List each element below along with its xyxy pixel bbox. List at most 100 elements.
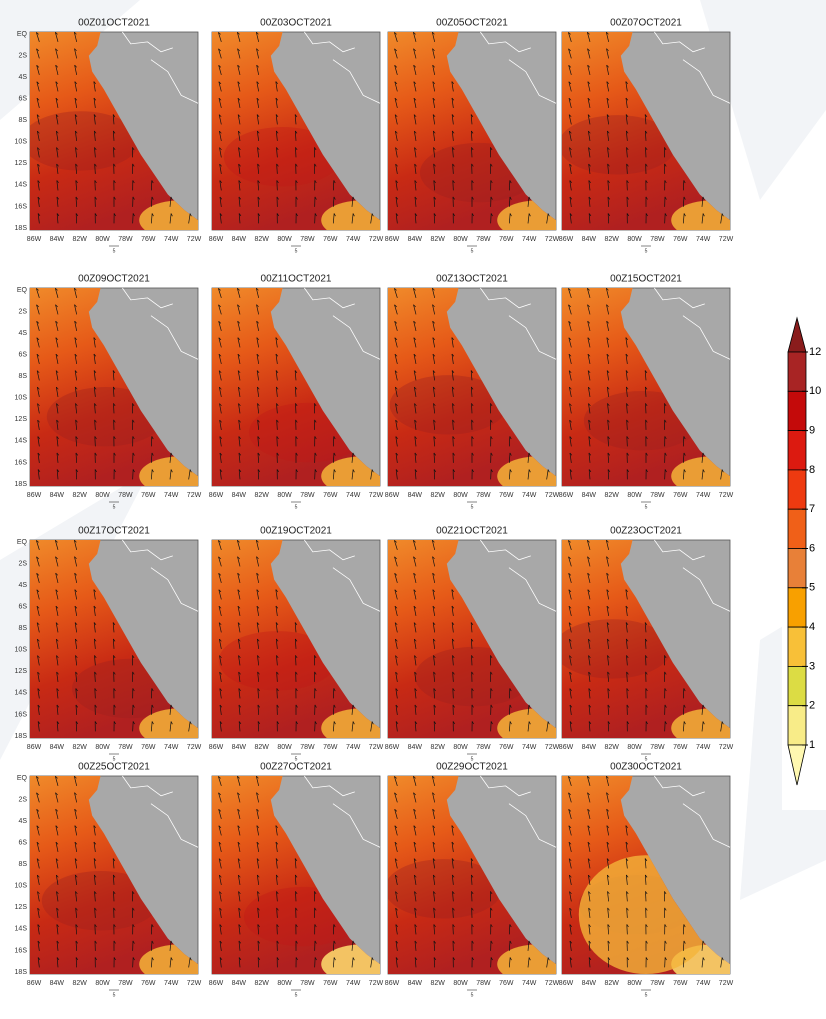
colorbar-label: 5 (809, 582, 815, 594)
x-tick-label: 72W (187, 980, 202, 987)
x-tick-label: 76W (323, 492, 338, 499)
x-tick-label: 84W (50, 744, 65, 751)
x-tick-label: 76W (323, 236, 338, 243)
panel-title: 00Z17OCT2021 (78, 526, 150, 537)
colorbar-segment (788, 470, 806, 509)
y-tick-label: 16S (15, 459, 28, 466)
x-tick-label: 84W (232, 744, 247, 751)
x-tick-label: 82W (73, 980, 88, 987)
x-tick-label: 82W (431, 492, 446, 499)
x-tick-label: 84W (408, 980, 423, 987)
x-tick-label: 80W (453, 744, 468, 751)
x-tick-label: 74W (522, 492, 537, 499)
x-tick-label: 76W (323, 980, 338, 987)
panel-title: 00Z25OCT2021 (78, 762, 150, 773)
x-tick-label: 72W (369, 744, 384, 751)
x-tick-label: 80W (627, 980, 642, 987)
y-tick-label: 4S (18, 330, 27, 337)
vector-ref-label: 5 (295, 504, 298, 510)
x-tick-label: 74W (346, 744, 361, 751)
y-tick-label: EQ (17, 287, 28, 294)
vector-ref-label: 5 (295, 248, 298, 254)
x-tick-label: 84W (50, 492, 65, 499)
y-tick-label: EQ (17, 775, 28, 782)
x-tick-label: 78W (300, 744, 315, 751)
x-tick-label: 74W (696, 236, 711, 243)
x-tick-label: 84W (408, 236, 423, 243)
x-tick-label: 84W (582, 236, 597, 243)
x-tick-label: 76W (673, 980, 688, 987)
x-tick-label: 82W (605, 744, 620, 751)
x-tick-label: 72W (545, 980, 560, 987)
x-tick-label: 82W (431, 236, 446, 243)
x-tick-label: 80W (627, 236, 642, 243)
x-tick-label: 86W (27, 492, 42, 499)
x-tick-label: 86W (385, 980, 400, 987)
x-tick-label: 84W (408, 744, 423, 751)
colorbar-segment (788, 549, 806, 588)
y-tick-label: 12S (15, 160, 28, 167)
x-tick-label: 82W (605, 236, 620, 243)
x-tick-label: 84W (582, 492, 597, 499)
x-tick-label: 86W (209, 236, 224, 243)
y-tick-label: 18S (15, 481, 28, 488)
panel-title: 00Z05OCT2021 (436, 18, 508, 29)
colorbar-label: 1 (809, 739, 815, 751)
x-tick-label: 78W (300, 236, 315, 243)
x-tick-label: 82W (431, 980, 446, 987)
x-tick-label: 84W (408, 492, 423, 499)
x-tick-label: 82W (605, 980, 620, 987)
x-tick-label: 78W (650, 744, 665, 751)
x-tick-label: 86W (559, 492, 574, 499)
y-tick-label: 14S (15, 182, 28, 189)
x-tick-label: 76W (499, 236, 514, 243)
x-tick-label: 72W (369, 980, 384, 987)
y-tick-label: 4S (18, 74, 27, 81)
y-tick-label: 12S (15, 416, 28, 423)
x-tick-label: 72W (187, 492, 202, 499)
colorbar-segment (788, 352, 806, 391)
y-tick-label: 4S (18, 818, 27, 825)
x-tick-label: 80W (453, 492, 468, 499)
y-tick-label: 14S (15, 438, 28, 445)
x-tick-label: 72W (545, 744, 560, 751)
x-tick-label: 78W (118, 236, 133, 243)
x-tick-label: 86W (209, 492, 224, 499)
vector-ref-label: 5 (113, 992, 116, 998)
x-tick-label: 78W (476, 744, 491, 751)
vector-ref-label: 5 (113, 504, 116, 510)
y-tick-label: 6S (18, 840, 27, 847)
vector-ref-label: 5 (113, 248, 116, 254)
y-tick-label: 18S (15, 225, 28, 232)
y-tick-label: 8S (18, 117, 27, 124)
x-tick-label: 86W (385, 236, 400, 243)
y-tick-label: 2S (18, 308, 27, 315)
colorbar-segment (788, 627, 806, 666)
x-tick-label: 82W (73, 492, 88, 499)
x-tick-label: 80W (627, 744, 642, 751)
x-tick-label: 78W (118, 980, 133, 987)
x-tick-label: 82W (431, 744, 446, 751)
x-tick-label: 72W (545, 492, 560, 499)
x-tick-label: 86W (27, 236, 42, 243)
colorbar-label: 3 (809, 660, 815, 672)
figure: 00Z01OCT202186W84W82W80W78W76W74W72W5EQ2… (0, 0, 826, 1014)
y-tick-label: 10S (15, 139, 28, 146)
x-tick-label: 74W (346, 236, 361, 243)
x-tick-label: 84W (232, 980, 247, 987)
x-tick-label: 76W (141, 492, 156, 499)
x-tick-label: 76W (499, 980, 514, 987)
x-tick-label: 84W (582, 744, 597, 751)
x-tick-label: 72W (719, 492, 734, 499)
x-tick-label: 74W (696, 980, 711, 987)
y-tick-label: 10S (15, 395, 28, 402)
colorbar-label: 2 (809, 700, 815, 712)
